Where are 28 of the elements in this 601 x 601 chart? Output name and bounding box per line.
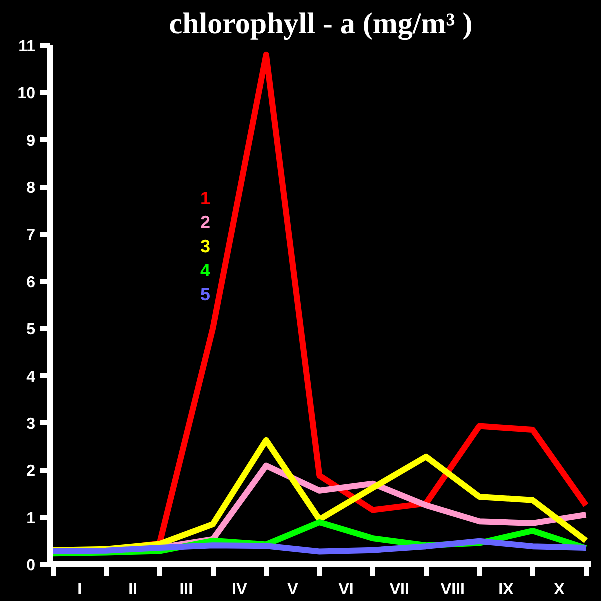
y-tick-label: 5 xyxy=(26,322,36,339)
y-tick-label: 7 xyxy=(26,227,36,244)
chart-title: chlorophyll - a (mg/m³ ) xyxy=(169,8,473,40)
x-tick-label: VII xyxy=(390,582,410,598)
x-tick-label: VIII xyxy=(440,582,465,598)
y-tick-label: 2 xyxy=(26,463,36,480)
y-tick-label: 4 xyxy=(26,368,36,386)
x-tick-label: VI xyxy=(338,582,354,598)
text: 5 xyxy=(200,284,211,304)
x-tick-label: IV xyxy=(232,582,248,598)
x-tick-label: IX xyxy=(498,582,514,598)
x-tick-label: I xyxy=(78,582,82,598)
y-tick-label: 6 xyxy=(26,274,36,292)
series-label: 1 xyxy=(200,188,211,208)
text: 3 xyxy=(200,236,211,256)
y-tick-label: 3 xyxy=(26,416,36,433)
x-tick-label: III xyxy=(180,582,194,598)
text: 4 xyxy=(200,260,211,280)
y-tick-label: 8 xyxy=(26,180,36,198)
text: 2 xyxy=(200,212,211,232)
y-tick-label: 11 xyxy=(18,38,36,56)
x-tick-label: X xyxy=(554,582,566,598)
x-tick-label: II xyxy=(128,582,138,598)
y-tick-label: 10 xyxy=(18,86,36,103)
y-tick-label: 0 xyxy=(26,558,36,574)
y-tick-label: 9 xyxy=(26,132,36,150)
y-tick-label: 1 xyxy=(26,510,36,528)
x-tick-label: V xyxy=(288,582,299,598)
